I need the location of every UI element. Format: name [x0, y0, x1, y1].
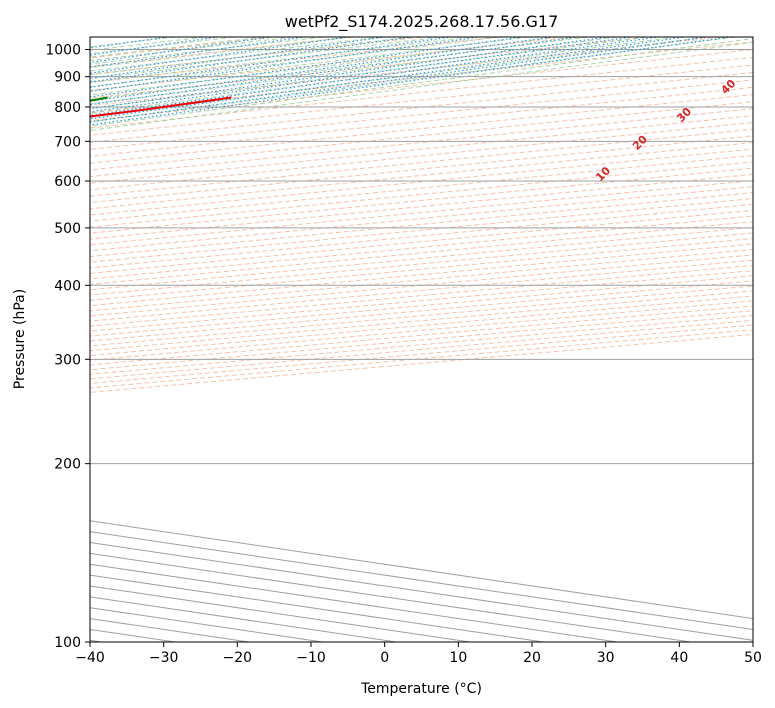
x-tick-label: 10: [449, 650, 467, 666]
y-axis-label: Pressure (hPa): [12, 289, 28, 389]
dry-adiabat-line: [90, 128, 753, 197]
x-tick-label: −40: [75, 650, 105, 666]
background-lines: [90, 37, 753, 642]
dry-adiabat-line: [90, 173, 753, 240]
x-tick-label: −20: [223, 650, 253, 666]
isotherm-line: [90, 531, 753, 630]
isotherm-line: [90, 520, 753, 620]
y-tick-label: 900: [54, 70, 81, 86]
x-axis-ticks: −40 −30 −20 −10 0 10 20 30 40 50: [75, 642, 762, 666]
y-tick-label: 100: [54, 635, 81, 651]
moist-adiabat-line: [90, 37, 559, 96]
moist-adiabat-line: [90, 37, 706, 118]
y-tick-label: 700: [54, 134, 81, 150]
y-tick-label: 800: [54, 100, 81, 116]
plot-frame: [89, 36, 754, 643]
moist-adiabat-line: [90, 37, 735, 123]
mixing-ratio-line: [90, 37, 612, 110]
moist-adiabat-line: [90, 37, 753, 127]
moist-adiabat-line: [90, 37, 529, 92]
chart-title: wetPf2_S174.2025.268.17.56.G17: [285, 12, 559, 32]
y-tick-label: 400: [54, 278, 81, 294]
mixing-ratio-line: [90, 37, 582, 106]
moist-adiabat-line: [90, 37, 588, 101]
mixing-ratio-line: [90, 37, 557, 102]
y-tick-label: 300: [54, 352, 81, 368]
dry-adiabat-line: [90, 148, 753, 216]
mixing-ratio-line: [90, 37, 735, 126]
mixing-ratio-line: [90, 37, 526, 98]
y-tick-label: 500: [54, 221, 81, 237]
moist-adiabat-line: [90, 37, 647, 109]
y-tick-label: 1000: [45, 43, 81, 59]
y-axis-ticks: 1000 900 800 700 600 500 400 300 200 100: [45, 43, 90, 651]
dry-adiabat-line: [90, 186, 753, 252]
x-tick-label: −30: [149, 650, 179, 666]
x-tick-label: 40: [670, 650, 688, 666]
mixing-ratio-line: [90, 37, 636, 113]
dry-adiabat-line: [90, 135, 753, 204]
moist-adiabat-line: [90, 37, 470, 83]
x-tick-label: 50: [744, 650, 762, 666]
y-tick-label: 600: [54, 174, 81, 190]
y-tick-label: 200: [54, 457, 81, 473]
x-tick-label: 30: [597, 650, 615, 666]
x-tick-label: −10: [296, 650, 326, 666]
x-tick-label: 20: [523, 650, 541, 666]
dry-adiabat-line: [90, 161, 753, 228]
x-axis-label: Temperature (°C): [360, 681, 482, 697]
x-tick-label: 0: [380, 650, 389, 666]
